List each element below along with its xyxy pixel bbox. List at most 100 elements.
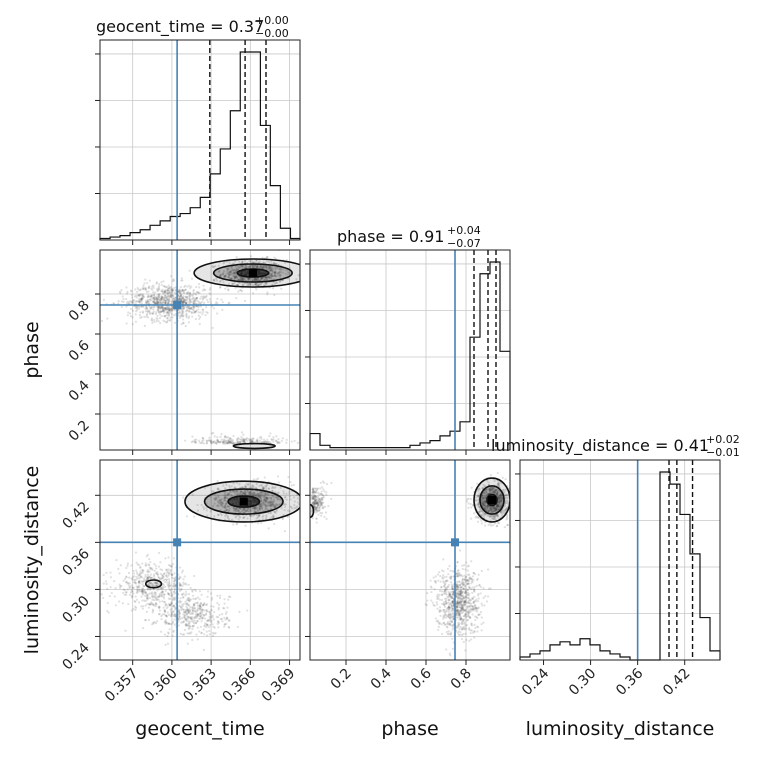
contour-0-1 [212, 263, 293, 283]
sample-point [134, 582, 138, 585]
sample-point [511, 498, 513, 500]
sample-point [163, 290, 167, 293]
sample-point [224, 274, 227, 278]
sample-point [146, 308, 149, 311]
sample-point [264, 505, 267, 508]
title-geocent-time-minus: −0.00 [255, 27, 289, 40]
sample-point [497, 483, 500, 486]
sample-point [258, 514, 261, 517]
sample-point [190, 298, 193, 301]
sample-point [197, 292, 200, 295]
sample-point [312, 497, 315, 500]
sample-point [210, 619, 213, 622]
sample-point [199, 297, 202, 300]
sample-point [236, 522, 239, 525]
sample-point [213, 440, 216, 443]
density-level [233, 443, 276, 449]
sample-point [484, 506, 487, 509]
sample-point [211, 440, 215, 444]
sample-point [182, 318, 185, 321]
sample-point [163, 296, 166, 299]
sample-point [185, 316, 188, 319]
sample-point [171, 562, 175, 566]
sample-point [269, 277, 273, 280]
sample-point [200, 605, 203, 609]
sample-point [270, 260, 273, 263]
sample-point [252, 478, 255, 481]
sample-point [258, 484, 261, 488]
sample-point [241, 259, 244, 263]
sample-point [268, 277, 272, 280]
sample-point [255, 278, 258, 281]
sample-point [230, 493, 233, 496]
sample-point [169, 623, 173, 626]
sample-point [239, 490, 242, 493]
sample-point [244, 484, 247, 487]
sample-point [148, 596, 152, 600]
sample-point [496, 506, 499, 509]
sample-point [255, 278, 258, 281]
sample-point [477, 494, 480, 497]
sample-point [317, 504, 320, 507]
sample-point [178, 582, 181, 585]
sample-point [210, 442, 213, 445]
sample-point [278, 441, 281, 444]
sample-point [227, 505, 230, 508]
sample-point [498, 506, 501, 509]
sample-point [270, 498, 273, 501]
sample-point [262, 438, 266, 441]
sample-point [178, 614, 181, 617]
contour-0-0 [184, 480, 300, 523]
grid-2-2 [520, 460, 720, 660]
sample-point [157, 310, 160, 313]
sample-point [263, 496, 266, 499]
sample-point [254, 277, 257, 280]
sample-point [199, 604, 202, 607]
sample-point [259, 503, 262, 506]
sample-point [157, 306, 160, 309]
sample-point [474, 516, 477, 519]
sample-point [189, 625, 192, 628]
sample-point [497, 496, 501, 500]
sample-point [249, 261, 252, 264]
sample-point [180, 301, 184, 304]
sample-point [184, 610, 188, 613]
sample-point [168, 588, 172, 591]
sample-point [138, 581, 141, 584]
sample-point [210, 440, 213, 443]
sample-point [316, 487, 319, 490]
sample-point [219, 503, 222, 506]
sample-point [483, 499, 486, 503]
sample-point [196, 596, 200, 599]
sample-point [178, 601, 181, 604]
sample-point [274, 496, 278, 499]
sample-point [491, 486, 494, 489]
sample-point [131, 594, 134, 597]
sample-point [194, 293, 198, 296]
sample-point [167, 287, 171, 290]
sample-point [275, 281, 278, 285]
sample-point [490, 505, 494, 508]
sample-point [488, 490, 491, 493]
sample-point [134, 300, 137, 303]
sample-point [249, 491, 252, 495]
sample-point [500, 511, 503, 515]
sample-point [505, 493, 508, 496]
sample-point [283, 261, 287, 265]
sample-point [247, 278, 250, 281]
sample-point [120, 300, 124, 303]
sample-point [496, 471, 499, 475]
sample-point [172, 583, 176, 586]
sample-point [182, 301, 185, 305]
sample-point [139, 300, 142, 303]
sample-point [275, 510, 278, 513]
sample-point [166, 289, 169, 292]
sample-point [185, 622, 188, 625]
sample-point [164, 299, 167, 302]
sample-point [188, 298, 191, 301]
sample-point [230, 485, 233, 488]
sample-point [162, 586, 165, 589]
sample-point [242, 491, 245, 494]
sample-point [481, 497, 484, 500]
sample-point [168, 622, 171, 626]
